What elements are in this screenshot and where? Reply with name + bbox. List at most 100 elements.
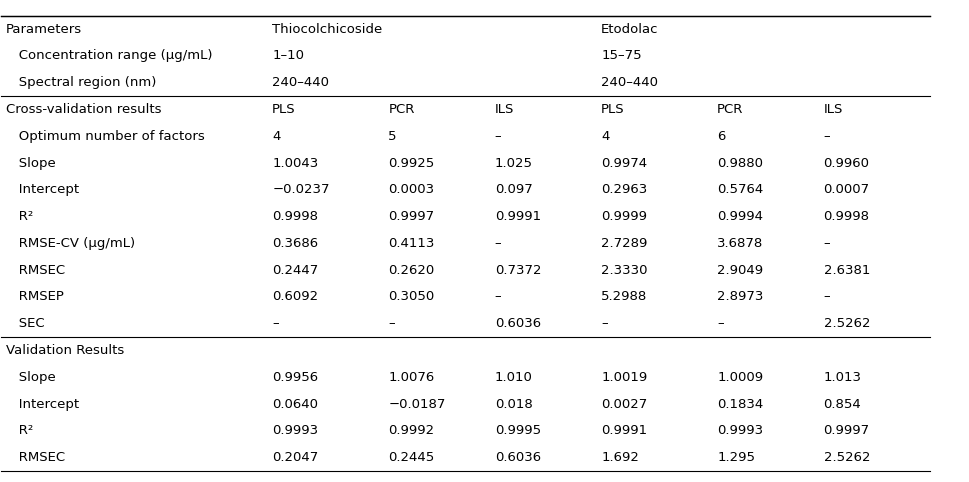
Text: 0.018: 0.018 <box>494 398 532 411</box>
Text: −0.0187: −0.0187 <box>388 398 445 411</box>
Text: Intercept: Intercept <box>6 183 79 196</box>
Text: ILS: ILS <box>494 103 514 116</box>
Text: R²: R² <box>6 424 34 437</box>
Text: –: – <box>494 237 501 250</box>
Text: 0.9956: 0.9956 <box>272 371 318 384</box>
Text: 0.9993: 0.9993 <box>716 424 763 437</box>
Text: R²: R² <box>6 210 34 223</box>
Text: 2.3330: 2.3330 <box>601 264 647 277</box>
Text: –: – <box>494 291 501 304</box>
Text: Optimum number of factors: Optimum number of factors <box>6 130 204 143</box>
Text: 1.692: 1.692 <box>601 451 639 464</box>
Text: 0.1834: 0.1834 <box>716 398 763 411</box>
Text: −0.0237: −0.0237 <box>272 183 329 196</box>
Text: 4: 4 <box>601 130 609 143</box>
Text: SEC: SEC <box>6 317 45 330</box>
Text: 0.9998: 0.9998 <box>272 210 318 223</box>
Text: 0.0007: 0.0007 <box>823 183 869 196</box>
Text: 0.9993: 0.9993 <box>272 424 318 437</box>
Text: 0.6092: 0.6092 <box>272 291 318 304</box>
Text: Slope: Slope <box>6 371 56 384</box>
Text: 0.9995: 0.9995 <box>494 424 541 437</box>
Text: 0.9925: 0.9925 <box>388 157 434 170</box>
Text: 2.5262: 2.5262 <box>823 451 869 464</box>
Text: 0.9960: 0.9960 <box>823 157 868 170</box>
Text: 0.7372: 0.7372 <box>494 264 541 277</box>
Text: 0.9997: 0.9997 <box>388 210 434 223</box>
Text: PLS: PLS <box>272 103 296 116</box>
Text: –: – <box>716 317 723 330</box>
Text: Thiocolchicoside: Thiocolchicoside <box>272 23 382 36</box>
Text: 2.6381: 2.6381 <box>823 264 869 277</box>
Text: 4: 4 <box>272 130 280 143</box>
Text: 0.9997: 0.9997 <box>823 424 869 437</box>
Text: 5.2988: 5.2988 <box>601 291 646 304</box>
Text: 1.0009: 1.0009 <box>716 371 763 384</box>
Text: 240–440: 240–440 <box>601 76 657 89</box>
Text: 0.3050: 0.3050 <box>388 291 434 304</box>
Text: 6: 6 <box>716 130 725 143</box>
Text: ILS: ILS <box>823 103 842 116</box>
Text: 0.9994: 0.9994 <box>716 210 763 223</box>
Text: 0.2447: 0.2447 <box>272 264 318 277</box>
Text: –: – <box>823 237 829 250</box>
Text: 0.9999: 0.9999 <box>601 210 646 223</box>
Text: RMSEP: RMSEP <box>6 291 64 304</box>
Text: 0.2047: 0.2047 <box>272 451 318 464</box>
Text: 1.0043: 1.0043 <box>272 157 318 170</box>
Text: 5: 5 <box>388 130 396 143</box>
Text: Slope: Slope <box>6 157 56 170</box>
Text: 1.013: 1.013 <box>823 371 860 384</box>
Text: 1.010: 1.010 <box>494 371 532 384</box>
Text: 0.9991: 0.9991 <box>494 210 541 223</box>
Text: Cross-validation results: Cross-validation results <box>6 103 162 116</box>
Text: 0.0003: 0.0003 <box>388 183 434 196</box>
Text: 1.025: 1.025 <box>494 157 532 170</box>
Text: –: – <box>272 317 278 330</box>
Text: 0.9974: 0.9974 <box>601 157 646 170</box>
Text: RMSEC: RMSEC <box>6 264 65 277</box>
Text: 2.7289: 2.7289 <box>601 237 646 250</box>
Text: PLS: PLS <box>601 103 624 116</box>
Text: 0.9992: 0.9992 <box>388 424 434 437</box>
Text: 0.9998: 0.9998 <box>823 210 868 223</box>
Text: 0.2963: 0.2963 <box>601 183 646 196</box>
Text: –: – <box>823 291 829 304</box>
Text: –: – <box>494 130 501 143</box>
Text: PCR: PCR <box>388 103 414 116</box>
Text: PCR: PCR <box>716 103 743 116</box>
Text: 1.0076: 1.0076 <box>388 371 434 384</box>
Text: RMSEC: RMSEC <box>6 451 65 464</box>
Text: 1–10: 1–10 <box>272 50 304 63</box>
Text: Validation Results: Validation Results <box>6 344 124 357</box>
Text: 0.5764: 0.5764 <box>716 183 763 196</box>
Text: Etodolac: Etodolac <box>601 23 658 36</box>
Text: 0.9880: 0.9880 <box>716 157 763 170</box>
Text: 0.2445: 0.2445 <box>388 451 434 464</box>
Text: –: – <box>823 130 829 143</box>
Text: 2.5262: 2.5262 <box>823 317 869 330</box>
Text: 1.0019: 1.0019 <box>601 371 646 384</box>
Text: 15–75: 15–75 <box>601 50 641 63</box>
Text: 0.097: 0.097 <box>494 183 532 196</box>
Text: 2.8973: 2.8973 <box>716 291 763 304</box>
Text: –: – <box>601 317 607 330</box>
Text: 3.6878: 3.6878 <box>716 237 763 250</box>
Text: RMSE-CV (μg/mL): RMSE-CV (μg/mL) <box>6 237 136 250</box>
Text: Concentration range (μg/mL): Concentration range (μg/mL) <box>6 50 212 63</box>
Text: Parameters: Parameters <box>6 23 82 36</box>
Text: 0.4113: 0.4113 <box>388 237 434 250</box>
Text: 0.9991: 0.9991 <box>601 424 646 437</box>
Text: 0.854: 0.854 <box>823 398 860 411</box>
Text: 0.6036: 0.6036 <box>494 451 541 464</box>
Text: 1.295: 1.295 <box>716 451 754 464</box>
Text: Intercept: Intercept <box>6 398 79 411</box>
Text: –: – <box>388 317 394 330</box>
Text: 2.9049: 2.9049 <box>716 264 763 277</box>
Text: 0.3686: 0.3686 <box>272 237 318 250</box>
Text: 0.6036: 0.6036 <box>494 317 541 330</box>
Text: 240–440: 240–440 <box>272 76 328 89</box>
Text: 0.0640: 0.0640 <box>272 398 318 411</box>
Text: 0.2620: 0.2620 <box>388 264 434 277</box>
Text: Spectral region (nm): Spectral region (nm) <box>6 76 156 89</box>
